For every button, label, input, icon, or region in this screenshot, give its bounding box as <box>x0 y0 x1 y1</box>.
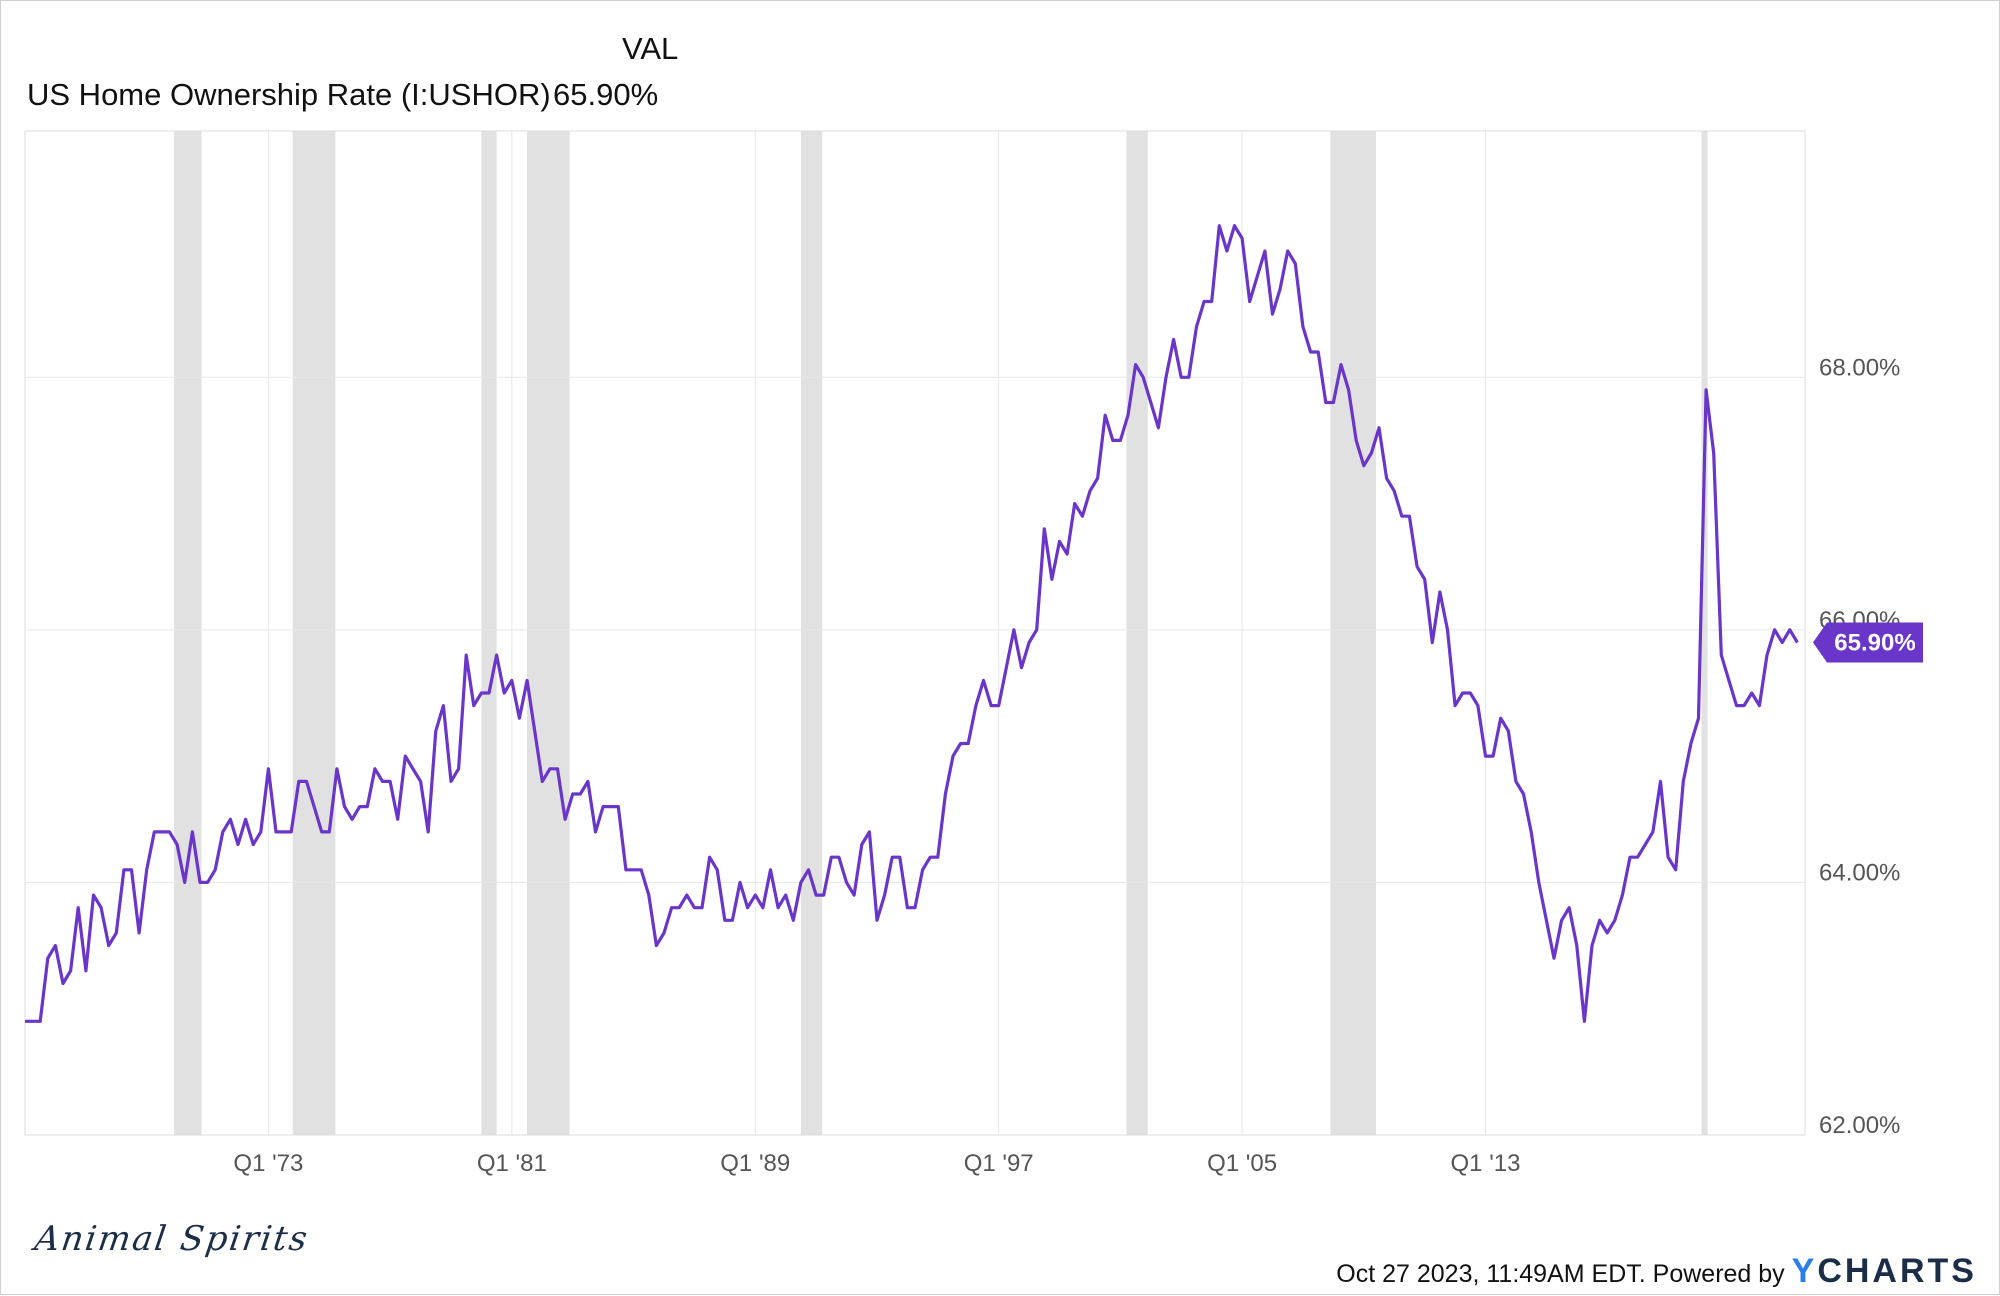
series-layer <box>25 224 1799 1023</box>
x-tick-label: Q1 '89 <box>720 1150 790 1177</box>
series-line <box>25 224 1799 1023</box>
last-value-badge <box>1813 622 1923 663</box>
x-tick-label: Q1 '13 <box>1451 1150 1521 1177</box>
plot-area-border <box>24 130 1806 1136</box>
y-tick-label: 68.00% <box>1819 354 1900 381</box>
recession-band <box>174 131 202 1135</box>
recession-band <box>1126 131 1148 1135</box>
ycharts-logo-y: Y <box>1791 1252 1818 1290</box>
recession-bands <box>174 131 1708 1135</box>
grid-lines <box>25 131 1805 1136</box>
x-axis: Q1 '73 Q1 '81 Q1 '89 Q1 '97 Q1 '05 Q1 '13 <box>233 1150 1520 1177</box>
recession-band <box>800 131 823 1135</box>
recession-band <box>1330 131 1376 1135</box>
recession-band <box>527 131 570 1135</box>
last-value-label: 65.90% <box>1834 629 1915 656</box>
footer-attribution: Oct 27 2023, 11:49AM EDT. Powered by YCH… <box>1336 1252 1977 1291</box>
legend-series-value: 65.90% <box>553 77 659 112</box>
animal-spirits-logo: Animal Spirits <box>32 1219 312 1259</box>
x-tick-label: Q1 '97 <box>964 1150 1034 1177</box>
y-tick-label: 62.00% <box>1819 1112 1900 1139</box>
recession-band <box>481 131 497 1135</box>
footer-powered-by: Powered by <box>1652 1260 1785 1288</box>
ycharts-logo-text: CHARTS <box>1817 1252 1977 1290</box>
footer-timestamp: Oct 27 2023, 11:49AM EDT. <box>1336 1260 1646 1288</box>
recession-band <box>1701 131 1708 1135</box>
ycharts-logo[interactable]: YCHARTS <box>1792 1252 1977 1290</box>
legend-header: VAL <box>622 31 679 66</box>
last-value-marker: 65.90% <box>1813 622 1923 663</box>
y-axis: 62.00%64.00%66.00%68.00% <box>1819 354 1900 1139</box>
recession-band <box>292 131 336 1135</box>
legend-series-label[interactable]: US Home Ownership Rate (I:USHOR) <box>27 77 551 112</box>
x-tick-label: Q1 '81 <box>477 1150 547 1177</box>
y-tick-label: 64.00% <box>1819 859 1900 886</box>
x-tick-label: Q1 '73 <box>233 1150 303 1177</box>
x-tick-label: Q1 '05 <box>1207 1150 1277 1177</box>
